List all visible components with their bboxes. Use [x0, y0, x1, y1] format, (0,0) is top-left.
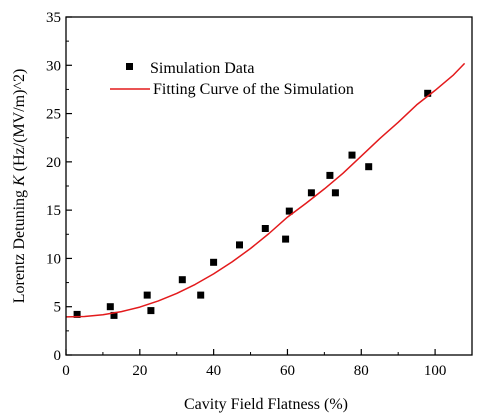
data-point — [210, 258, 218, 266]
legend-label-fitting-curve: Fitting Curve of the Simulation — [153, 81, 354, 98]
y-tick-label: 20 — [46, 155, 61, 171]
y-tick-label: 30 — [46, 58, 61, 74]
y-axis-title-prefix: Lorentz Detuning — [11, 186, 28, 303]
legend-marker-simulation-data — [126, 63, 133, 70]
data-point — [365, 163, 373, 171]
data-point — [73, 310, 81, 318]
data-point — [143, 291, 151, 299]
y-tick-label: 25 — [46, 107, 61, 123]
legend: Simulation Data Fitting Curve of the Sim… — [110, 60, 354, 98]
y-tick-label: 15 — [46, 203, 61, 219]
y-tick-label: 35 — [46, 10, 61, 26]
data-point — [147, 307, 155, 315]
plot-area — [65, 62, 466, 319]
x-tick-label: 40 — [206, 363, 221, 379]
x-axis-title: Cavity Field Flatness (%) — [184, 396, 348, 413]
data-point — [326, 171, 334, 179]
data-point — [236, 241, 243, 249]
data-point — [348, 151, 356, 159]
x-tick-label: 60 — [280, 363, 295, 379]
x-tick-label: 0 — [62, 363, 70, 379]
x-tick-label: 100 — [424, 363, 447, 379]
x-tick-label: 80 — [354, 363, 369, 379]
data-point — [106, 303, 114, 311]
data-point — [282, 235, 290, 243]
y-tick-label: 5 — [54, 300, 62, 316]
legend-label-simulation-data: Simulation Data — [150, 60, 254, 77]
fitting-curve-line — [65, 62, 466, 318]
data-point — [178, 276, 186, 284]
data-point — [331, 189, 339, 197]
y-axis-title: Lorentz Detuning K (Hz/(MV/m)^2) — [11, 69, 28, 304]
y-axis-title-symbol: K — [11, 174, 28, 187]
y-tick-label: 10 — [46, 251, 61, 267]
data-point — [307, 189, 315, 197]
data-point — [424, 89, 432, 97]
y-axis-title-units: (Hz/(MV/m)^2) — [11, 69, 28, 176]
data-point — [261, 225, 269, 232]
data-point — [110, 311, 118, 319]
axes: 0 20 40 60 80 100 0 5 10 15 20 25 30 35 — [46, 10, 473, 379]
data-point — [285, 207, 293, 215]
data-point — [197, 291, 205, 299]
x-tick-label: 20 — [132, 363, 147, 379]
y-tick-label: 0 — [54, 348, 62, 364]
